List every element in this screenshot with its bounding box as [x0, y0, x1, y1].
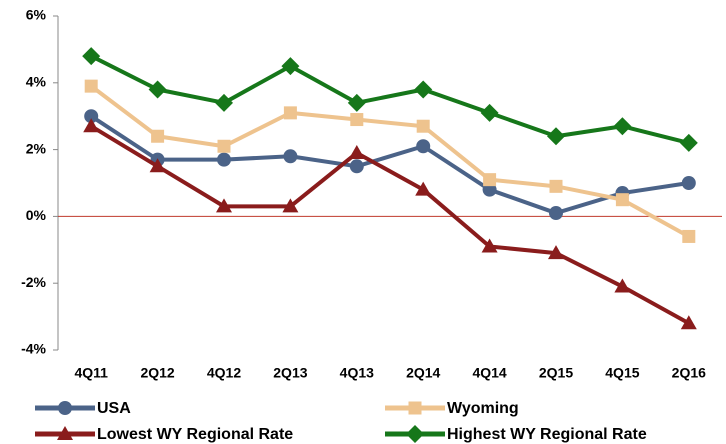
marker: [216, 198, 232, 213]
marker: [83, 118, 100, 133]
marker: [350, 113, 364, 127]
legend-label: Wyoming: [447, 400, 519, 417]
x-tick-label: 2Q12: [140, 365, 174, 381]
legend-label: Lowest WY Regional Rate: [97, 426, 293, 443]
y-tick-label: -4%: [21, 341, 46, 357]
y-tick-label: 6%: [26, 7, 47, 23]
marker: [615, 193, 629, 207]
marker: [215, 93, 233, 112]
marker: [679, 133, 698, 152]
marker: [416, 119, 430, 133]
marker: [547, 127, 565, 146]
marker: [681, 176, 696, 190]
legend-marker: [58, 401, 72, 415]
marker: [414, 80, 433, 99]
series-line: [89, 84, 690, 239]
y-tick-label: 0%: [26, 207, 47, 223]
marker: [151, 129, 165, 143]
marker: [613, 117, 632, 136]
series-line: [90, 114, 690, 216]
x-tick-label: 4Q11: [74, 365, 108, 381]
x-tick-label: 2Q16: [672, 365, 706, 381]
marker: [680, 315, 697, 330]
marker: [283, 106, 297, 120]
marker: [282, 198, 299, 213]
marker: [548, 245, 564, 260]
marker: [84, 79, 98, 93]
marker: [217, 139, 231, 153]
marker: [483, 173, 497, 187]
marker: [84, 109, 99, 124]
marker: [82, 47, 101, 66]
series-line: [90, 54, 690, 145]
legend-marker: [406, 425, 424, 443]
legend-marker: [408, 401, 422, 415]
legend-label: Highest WY Regional Rate: [447, 426, 647, 443]
marker: [348, 144, 365, 159]
marker: [281, 57, 300, 76]
x-tick-label: 2Q14: [406, 365, 440, 381]
y-tick-label: -2%: [21, 274, 46, 290]
marker: [482, 182, 497, 197]
x-tick-label: 2Q13: [273, 365, 307, 381]
x-tick-label: 2Q15: [539, 365, 573, 381]
x-tick-label: 4Q15: [605, 365, 639, 381]
x-tick-label: 4Q12: [207, 365, 241, 381]
legend-marker: [57, 426, 73, 440]
marker: [148, 80, 167, 99]
marker: [415, 181, 432, 196]
marker: [614, 278, 631, 293]
marker: [347, 93, 366, 112]
x-tick-label: 4Q14: [472, 365, 506, 381]
marker: [416, 139, 431, 154]
marker: [217, 152, 231, 167]
legend-label: USA: [97, 400, 131, 417]
marker: [349, 159, 364, 174]
marker: [481, 238, 498, 253]
marker: [283, 149, 298, 164]
marker: [549, 179, 563, 193]
series-line: [90, 124, 690, 326]
marker: [682, 229, 696, 243]
x-tick-label: 4Q13: [340, 365, 374, 381]
y-tick-label: 2%: [26, 140, 47, 156]
marker: [480, 103, 499, 122]
marker: [149, 158, 166, 173]
marker: [549, 206, 563, 221]
y-tick-label: 4%: [26, 74, 47, 90]
